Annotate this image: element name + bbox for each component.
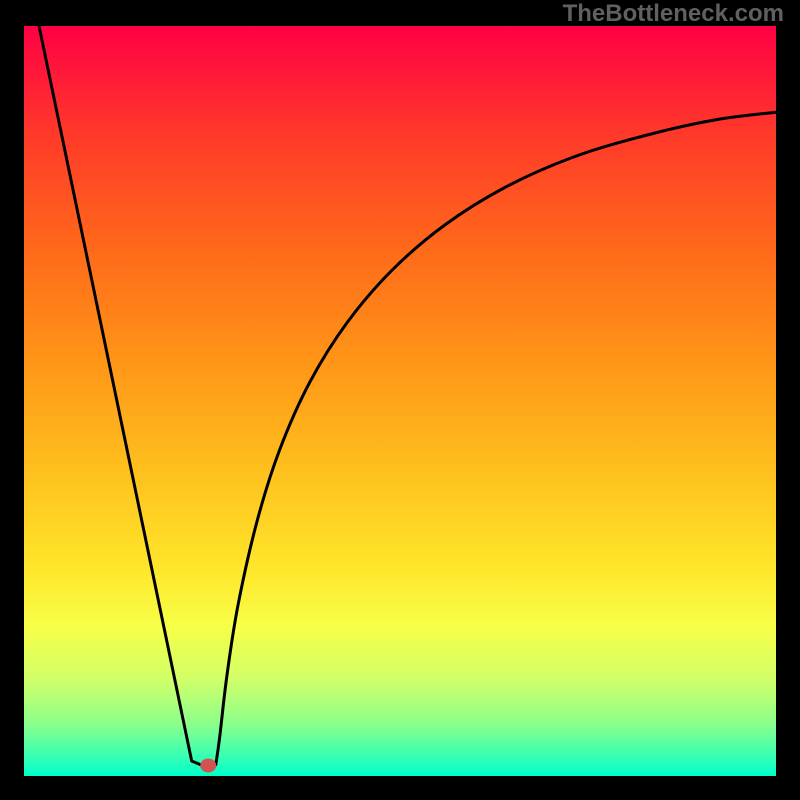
- optimal-point-marker: [200, 759, 216, 773]
- gradient-background: [24, 26, 776, 776]
- watermark-text: TheBottleneck.com: [563, 0, 784, 28]
- bottleneck-chart: [24, 26, 776, 776]
